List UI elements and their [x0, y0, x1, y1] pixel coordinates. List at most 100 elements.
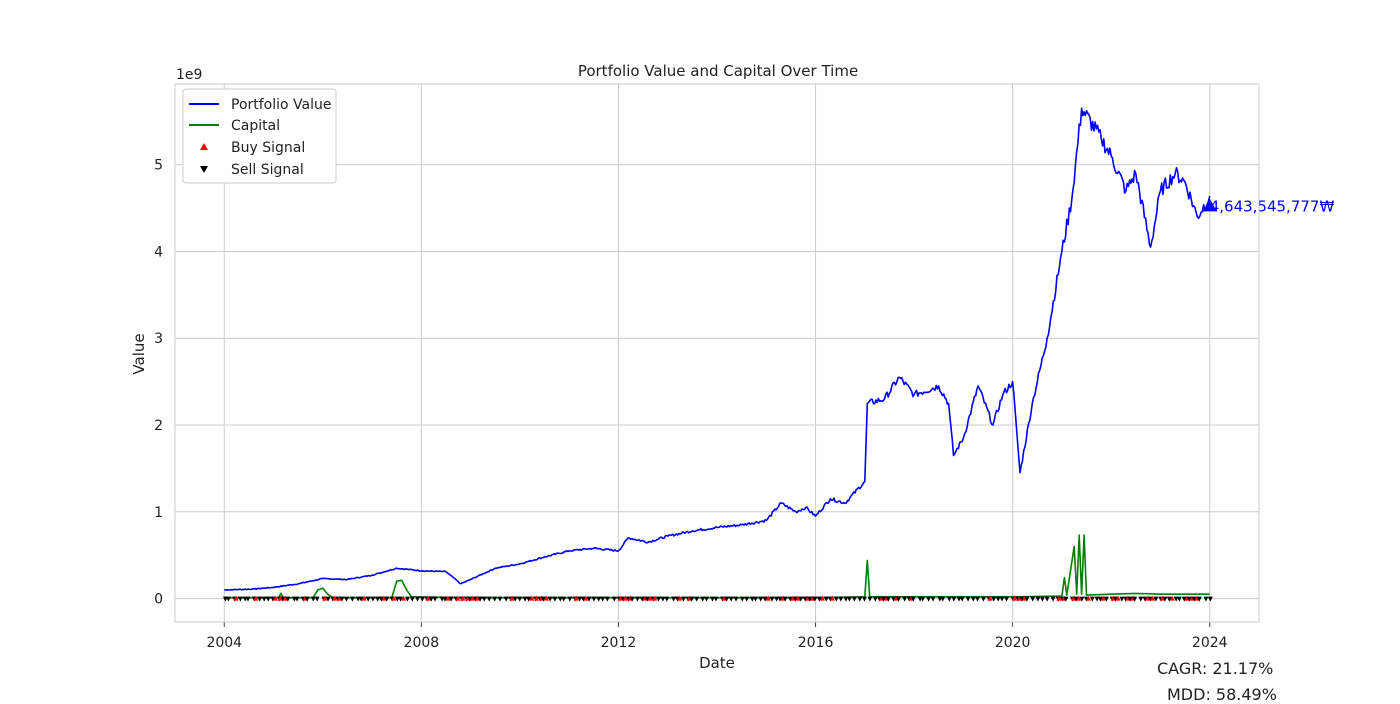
sell-signal-marker — [600, 596, 606, 602]
buy-signal-marker — [573, 595, 579, 601]
sell-signal-marker — [635, 596, 640, 602]
buy-signal-marker — [1012, 595, 1018, 601]
sell-signal-marker — [405, 596, 410, 602]
sell-signal-marker — [398, 596, 403, 602]
y-tick-label: 0 — [154, 592, 163, 608]
series-layer — [224, 107, 1211, 599]
sell-signal-marker — [1207, 596, 1213, 602]
x-tick-label: 2020 — [995, 635, 1031, 651]
sell-signal-marker — [567, 596, 573, 602]
sell-signal-marker — [349, 596, 355, 602]
sell-signal-marker — [787, 596, 793, 602]
signals-layer — [222, 595, 1213, 602]
sell-signal-marker — [1186, 596, 1192, 602]
sell-signal-marker — [664, 596, 670, 602]
sell-signal-marker — [1132, 596, 1138, 602]
buy-signal-marker — [622, 595, 628, 601]
sell-signal-marker — [375, 596, 381, 602]
sell-signal-marker — [656, 596, 662, 602]
sell-signal-marker — [704, 596, 709, 602]
x-tick-label: 2012 — [601, 635, 637, 651]
sell-signal-marker — [481, 596, 487, 602]
sell-signal-marker — [644, 596, 650, 602]
buy-signal-marker — [1076, 595, 1082, 601]
sell-signal-marker — [733, 596, 739, 602]
buy-signal-marker — [1086, 595, 1091, 601]
x-tick-label: 2008 — [404, 635, 440, 651]
buy-signal-marker — [332, 595, 338, 601]
sell-signal-marker — [467, 596, 473, 602]
sell-signal-marker — [237, 596, 243, 602]
buy-signal-marker — [233, 595, 239, 601]
sell-signal-marker — [777, 596, 783, 602]
sell-signal-marker — [774, 596, 780, 602]
sell-signal-marker — [577, 596, 583, 602]
sell-signal-marker — [344, 596, 349, 602]
axis-ticks: 2004 2008 2012 2016 2020 2024 0 1 2 3 4 5 — [154, 158, 1228, 651]
buy-signal-marker — [401, 595, 407, 601]
sell-signal-marker — [365, 596, 371, 602]
sell-signal-marker — [432, 596, 438, 602]
sell-signal-marker — [1113, 596, 1119, 602]
sell-signal-marker — [749, 596, 755, 602]
sell-signal-marker — [660, 596, 666, 602]
sell-signal-marker — [370, 596, 376, 602]
plot-frame — [174, 83, 1260, 623]
sell-signal-marker — [557, 596, 563, 602]
legend-label-sell-signal: Sell Signal — [231, 162, 304, 178]
sell-signal-marker — [378, 596, 384, 602]
sell-signal-marker — [512, 596, 518, 602]
x-tick-label: 2024 — [1192, 635, 1228, 651]
y-tick-label: 1 — [154, 505, 163, 521]
buy-signal-marker — [361, 595, 367, 601]
sell-signal-marker — [694, 596, 700, 602]
sell-signal-marker — [596, 596, 602, 602]
sell-signal-marker — [270, 596, 276, 602]
series-line-portfolio-value — [224, 107, 1211, 591]
buy-signal-marker — [721, 595, 727, 601]
sell-signal-marker — [503, 596, 509, 602]
buy-signal-marker — [987, 595, 993, 601]
sell-signal-marker — [792, 596, 798, 602]
cagr-stat: CAGR: 21.17% — [1157, 659, 1274, 678]
buy-signal-marker — [322, 595, 328, 601]
sell-signal-marker — [611, 596, 617, 602]
sell-signal-marker — [946, 596, 952, 602]
sell-signal-marker — [710, 596, 715, 602]
sell-signal-marker — [940, 596, 946, 602]
sell-signal-marker — [409, 596, 415, 602]
sell-signal-marker — [920, 596, 926, 602]
legend-label-capital: Capital — [231, 118, 280, 134]
chart-title: Portfolio Value and Capital Over Time — [578, 62, 858, 80]
sell-signal-marker — [442, 596, 448, 602]
sell-signal-marker — [910, 596, 916, 602]
sell-signal-marker — [739, 596, 745, 602]
buy-signal-marker — [829, 595, 835, 601]
sell-signal-marker — [1094, 596, 1100, 602]
sell-signal-marker — [700, 596, 706, 602]
sell-signal-marker — [728, 596, 734, 602]
sell-signal-marker — [477, 596, 483, 602]
sell-signal-marker — [951, 596, 957, 602]
sell-signal-marker — [1119, 596, 1125, 602]
annotation-layer: 4,643,545,777₩ — [1202, 197, 1334, 215]
buy-signal-marker — [425, 595, 431, 601]
sell-signal-marker — [991, 596, 997, 602]
series-line-capital — [224, 534, 1210, 599]
sell-signal-marker — [802, 596, 808, 602]
buy-signal-marker — [677, 595, 683, 601]
sell-signal-marker — [1024, 596, 1030, 602]
sell-signal-marker — [1196, 596, 1202, 602]
sell-signal-marker — [1181, 596, 1187, 602]
legend-label-portfolio-value: Portfolio Value — [231, 97, 332, 113]
buy-signal-marker — [790, 595, 796, 601]
y-offset-label: 1e9 — [176, 67, 202, 83]
sell-signal-marker — [798, 596, 804, 602]
buy-signal-marker — [795, 595, 801, 601]
sell-signal-marker — [1097, 596, 1103, 602]
buy-signal-marker — [253, 595, 259, 601]
sell-signal-marker — [591, 596, 597, 602]
sell-signal-marker — [1044, 596, 1050, 602]
buy-signal-marker — [381, 595, 387, 601]
buy-signal-marker — [765, 595, 771, 601]
